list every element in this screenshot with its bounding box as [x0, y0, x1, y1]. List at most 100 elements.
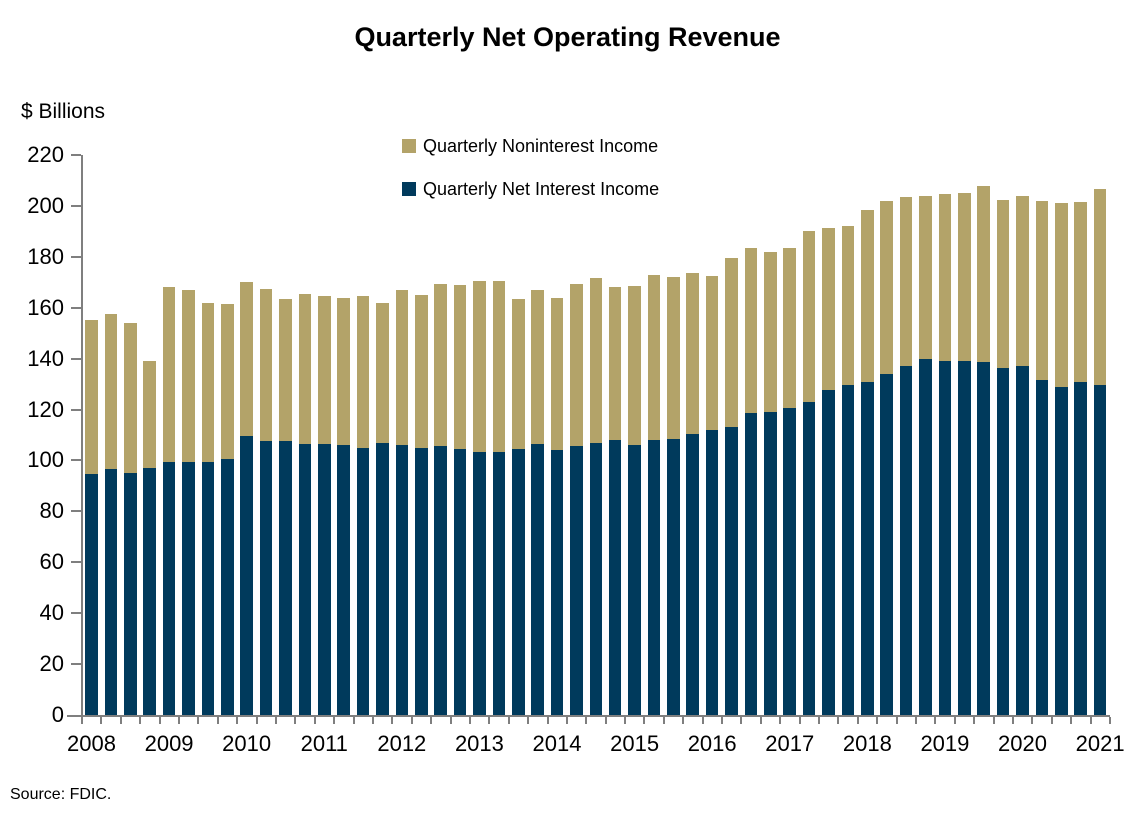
x-axis-tick	[546, 717, 549, 724]
bar-segment-net-interest-income	[240, 436, 253, 715]
x-axis-year-label: 2012	[377, 731, 427, 756]
bar-segment-noninterest-income	[744, 247, 758, 414]
x-axis-year-label: 2014	[532, 731, 582, 756]
bar-segment-noninterest-income	[880, 200, 894, 374]
x-axis-tick	[604, 717, 607, 724]
bar-2017-q3	[822, 227, 835, 715]
bar-segment-net-interest-income	[880, 373, 894, 715]
x-axis-tick	[507, 717, 510, 724]
bar-segment-net-interest-income	[162, 461, 176, 715]
bar-segment-net-interest-income	[608, 440, 622, 715]
x-axis-tick	[197, 717, 200, 724]
bar-segment-net-interest-income	[453, 448, 467, 715]
bar-2010-q1	[240, 282, 253, 715]
bar-segment-net-interest-income	[279, 441, 292, 715]
x-axis-year-label: 2018	[842, 731, 892, 756]
y-axis-tick	[71, 154, 81, 156]
x-axis-tick	[139, 717, 142, 724]
bar-segment-net-interest-income	[570, 446, 583, 715]
x-axis-tick	[1050, 717, 1053, 724]
bar-segment-net-interest-income	[899, 366, 913, 715]
bar-segment-noninterest-income	[570, 283, 583, 447]
bar-segment-net-interest-income	[123, 473, 137, 715]
bar-2015-q1	[628, 286, 641, 715]
y-axis-unit-label: $ Billions	[21, 100, 106, 123]
x-axis-tick	[953, 717, 956, 724]
x-axis-line	[67, 715, 1110, 717]
bar-segment-net-interest-income	[705, 429, 719, 715]
bar-2019-q2	[958, 193, 971, 715]
bar-segment-net-interest-income	[356, 447, 370, 715]
bar-segment-net-interest-income	[996, 367, 1010, 715]
x-axis-tick	[759, 717, 762, 724]
bar-segment-net-interest-income	[822, 390, 835, 715]
bar-segment-noninterest-income	[1074, 202, 1087, 382]
x-axis-tick	[837, 717, 840, 724]
chart-title: Quarterly Net Operating Revenue	[354, 22, 781, 52]
y-axis-tick	[71, 612, 81, 615]
bar-segment-net-interest-income	[725, 427, 738, 715]
y-axis-tick	[71, 663, 81, 666]
bar-segment-net-interest-income	[259, 441, 273, 715]
bar-segment-noninterest-income	[337, 297, 350, 446]
bar-segment-net-interest-income	[841, 385, 855, 715]
x-axis-tick	[876, 717, 879, 724]
bar-2009-q4	[220, 303, 234, 715]
bar-2009-q1	[162, 287, 176, 715]
bar-segment-net-interest-income	[802, 401, 816, 715]
bar-2011-q4	[376, 302, 389, 715]
bar-segment-noninterest-income	[647, 274, 661, 441]
x-axis-tick	[1031, 717, 1034, 724]
bar-segment-noninterest-income	[279, 298, 292, 442]
bar-segment-noninterest-income	[201, 302, 215, 462]
bar-2016-q4	[764, 251, 777, 715]
x-axis-year-label: 2008	[67, 731, 116, 756]
bar-segment-net-interest-income	[686, 433, 700, 715]
x-axis-tick	[274, 717, 277, 724]
bar-segment-noninterest-income	[434, 283, 447, 447]
y-axis-tick-label: 40	[39, 600, 64, 626]
bar-segment-net-interest-income	[550, 450, 564, 715]
bar-segment-net-interest-income	[764, 412, 777, 715]
bar-2014-q3	[589, 278, 603, 715]
x-axis-tick	[81, 717, 83, 724]
bar-segment-noninterest-income	[977, 185, 991, 363]
bar-2017-q4	[841, 226, 855, 715]
x-axis-tick	[662, 717, 665, 724]
x-axis-tick	[992, 717, 995, 724]
bar-segment-net-interest-income	[744, 413, 758, 715]
y-axis-tick-label: 200	[27, 192, 64, 218]
x-axis-tick	[313, 717, 316, 724]
x-axis-tick	[333, 717, 336, 724]
x-axis-tick	[1012, 717, 1015, 724]
bar-segment-noninterest-income	[531, 289, 544, 444]
bar-2008-q1	[85, 320, 98, 715]
y-axis-tick-label: 120	[27, 396, 64, 422]
bar-segment-net-interest-income	[1055, 386, 1068, 715]
x-axis-tick	[352, 717, 355, 724]
bar-segment-noninterest-income	[938, 194, 952, 362]
bar-segment-net-interest-income	[434, 446, 447, 715]
y-axis-tick-label: 160	[27, 294, 64, 320]
bar-segment-noninterest-income	[376, 302, 389, 443]
bar-2016-q2	[725, 258, 738, 715]
bar-segment-net-interest-income	[938, 361, 952, 715]
bar-2019-q3	[977, 185, 991, 715]
bar-segment-net-interest-income	[376, 442, 389, 715]
bar-2013-q2	[492, 281, 506, 715]
bar-2012-q1	[395, 289, 409, 715]
bar-segment-net-interest-income	[201, 461, 215, 715]
x-axis-tick	[1089, 717, 1092, 724]
bar-segment-noninterest-income	[1035, 200, 1049, 381]
bar-segment-net-interest-income	[337, 445, 350, 715]
bar-2020-q1	[1016, 195, 1029, 715]
x-axis-tick	[1070, 717, 1073, 724]
bar-segment-noninterest-income	[841, 226, 855, 386]
bar-segment-noninterest-income	[705, 275, 719, 430]
bar-2018-q3	[899, 197, 913, 715]
bar-2012-q2	[414, 295, 428, 715]
x-axis-year-label: 2019	[920, 731, 970, 756]
bar-2015-q4	[686, 273, 700, 715]
bar-segment-noninterest-income	[259, 288, 273, 442]
legend-label-net-interest-income: Quarterly Net Interest Income	[423, 178, 660, 199]
